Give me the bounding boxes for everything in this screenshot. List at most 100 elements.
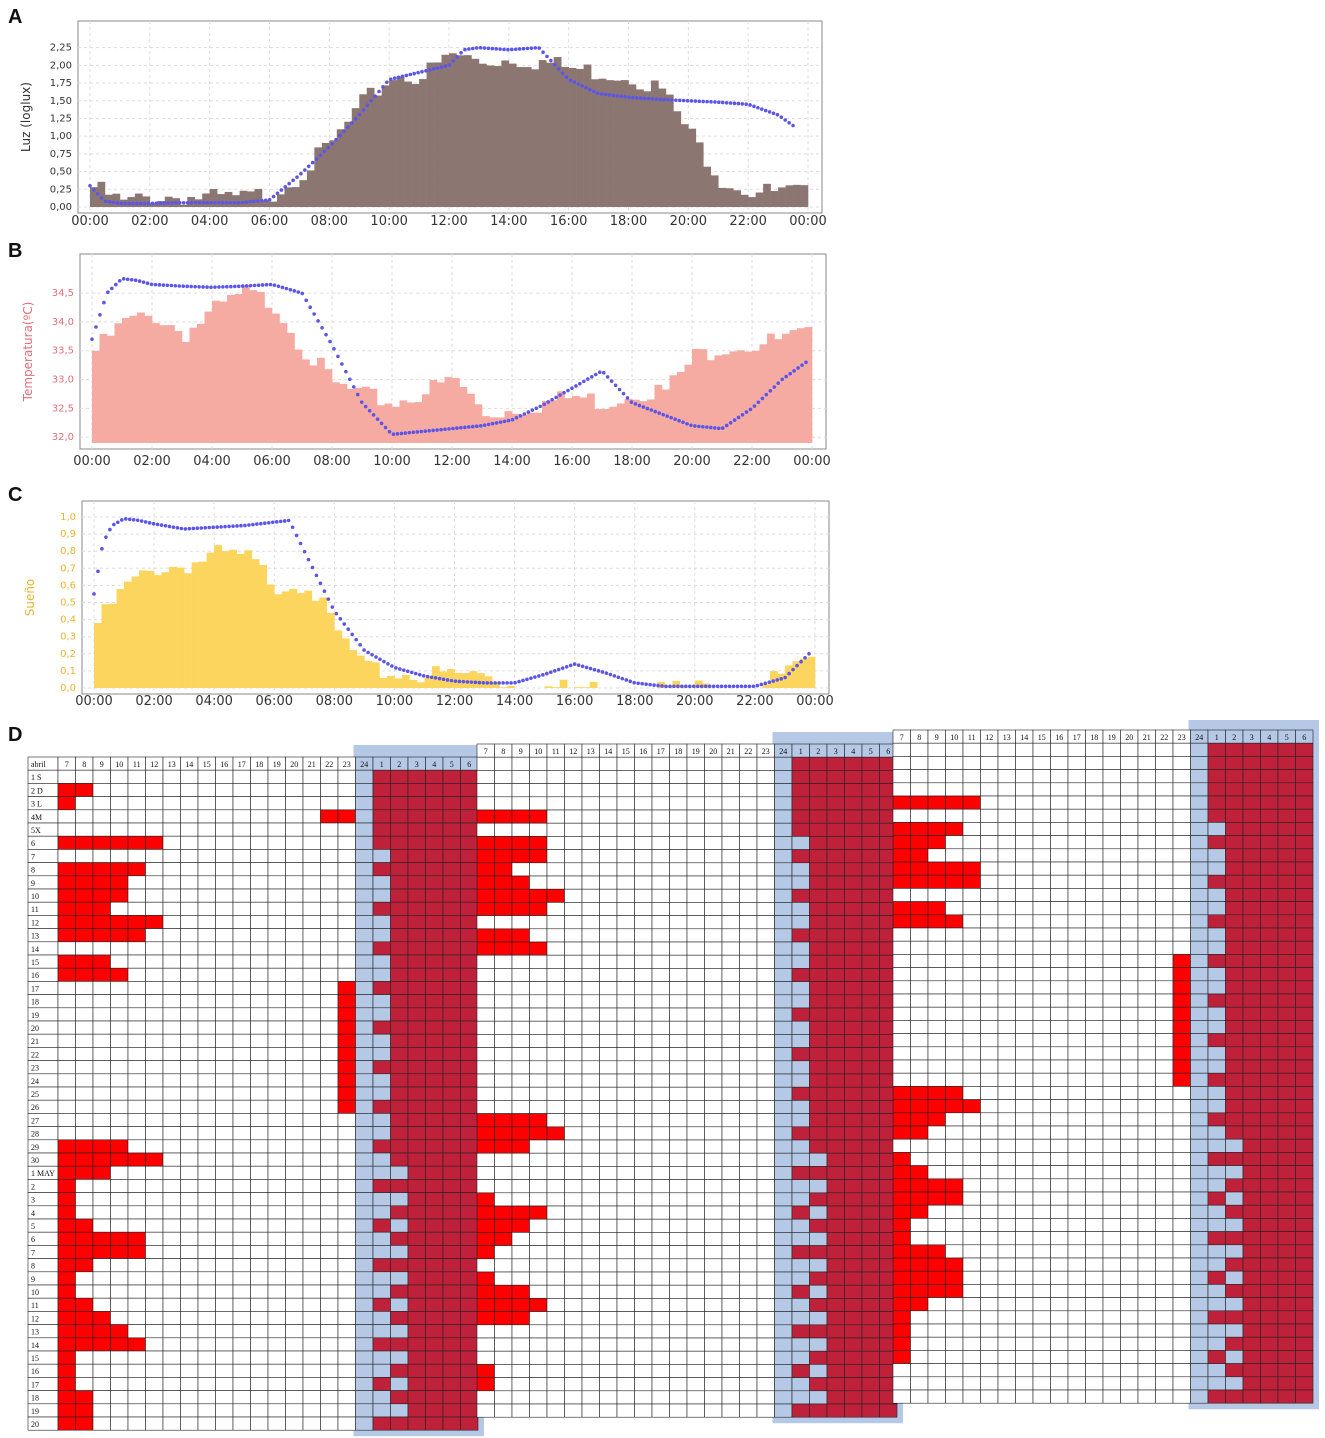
actogram-cell [267,1007,286,1022]
line-point [221,285,225,289]
actogram-cell [739,1311,758,1326]
actogram-cell [197,1363,216,1378]
actogram-cell [1277,1006,1296,1021]
actogram-cell [215,1324,234,1339]
actogram-cell [320,1350,339,1365]
line-point [119,201,124,206]
actogram-cell [844,1034,863,1048]
actogram-cell [180,835,199,850]
actogram-cell [1032,874,1051,889]
actogram-cell [250,1350,269,1365]
actogram-cell [529,915,548,930]
line-point [201,285,205,289]
actogram-cell [844,915,863,930]
actogram-cell [1277,1152,1296,1166]
line-point [92,592,96,596]
actogram-cell [546,1324,565,1339]
actogram-cell [1207,1191,1226,1206]
row-label: 14 [31,945,39,954]
actogram-cell [355,1007,374,1022]
actogram-cell [861,1337,880,1352]
actogram-cell [1277,769,1296,784]
actogram-cell [337,1350,356,1365]
actogram-cell [1225,1284,1244,1298]
line-point [428,68,432,72]
actogram-cell [1190,1086,1209,1100]
actogram-cell [616,756,635,771]
row-label: 4 [31,1209,35,1218]
x-tick-label: 00:00 [796,694,833,709]
actogram-cell [1260,1099,1279,1114]
actogram-cell [634,1166,653,1180]
actogram-cell [407,1284,426,1299]
actogram-cell [616,1086,635,1101]
actogram-cell [844,1113,863,1128]
line-point [390,664,394,668]
actogram-cell [92,888,111,903]
actogram-cell [57,954,76,969]
actogram-cell [1190,1112,1209,1127]
actogram-cell [861,1179,880,1194]
actogram-cell [529,1100,548,1114]
actogram-cell [494,1166,513,1180]
bar [643,91,652,207]
bar [748,197,756,207]
actogram-cell [1172,1165,1191,1180]
actogram-cell [1137,1231,1156,1246]
actogram-cell [460,1152,479,1167]
line-point [461,679,466,684]
actogram-cell [442,915,461,929]
actogram-cell [739,1364,758,1378]
actogram-cell [910,967,929,982]
actogram-cell [529,756,548,771]
actogram-cell [1207,1323,1226,1338]
actogram-cell [669,1179,688,1194]
actogram-cell [1242,1125,1261,1140]
actogram-cell [1207,954,1226,968]
line-point [338,133,342,138]
actogram-cell [285,783,304,797]
bar [289,588,298,688]
actogram-cell [476,1152,495,1167]
line-point [743,684,748,689]
actogram-cell [739,836,758,850]
actogram-cell [1050,1323,1069,1338]
line-point [299,171,303,176]
actogram-cell [1085,1284,1104,1298]
actogram-cell [945,1270,964,1285]
actogram-cell [997,1218,1016,1232]
bar [446,669,455,688]
actogram-cell [826,1245,845,1260]
actogram-cell [302,1113,321,1127]
actogram-cell [861,1020,880,1035]
actogram-cell [599,1086,618,1101]
bar [92,350,100,443]
line-point [629,400,634,404]
actogram-cell [162,1377,181,1391]
actogram-cell [1120,1099,1139,1114]
actogram-cell [686,796,705,811]
actogram-cell [1277,1046,1296,1061]
actogram-cell [910,927,929,942]
line-point [399,431,404,436]
actogram-cell [232,1231,251,1246]
actogram-cell [215,1192,234,1207]
actogram-cell [355,1377,374,1391]
actogram-cell [407,1007,426,1022]
actogram-cell [267,1390,286,1405]
hour-label: 14 [185,760,193,769]
actogram-cell [980,1191,999,1206]
bar [344,121,353,207]
line-point [340,362,344,366]
actogram-cell [110,1152,129,1167]
actogram-cell [476,1218,495,1233]
actogram-cell [686,1324,705,1339]
actogram-cell [634,1258,653,1273]
line-point [763,681,768,686]
bar [294,349,303,443]
actogram-cell [250,1245,269,1259]
actogram-cell [599,1020,618,1035]
actogram-cell [250,1377,269,1391]
actogram-cell [927,1270,946,1285]
actogram-cell [1295,1112,1314,1127]
